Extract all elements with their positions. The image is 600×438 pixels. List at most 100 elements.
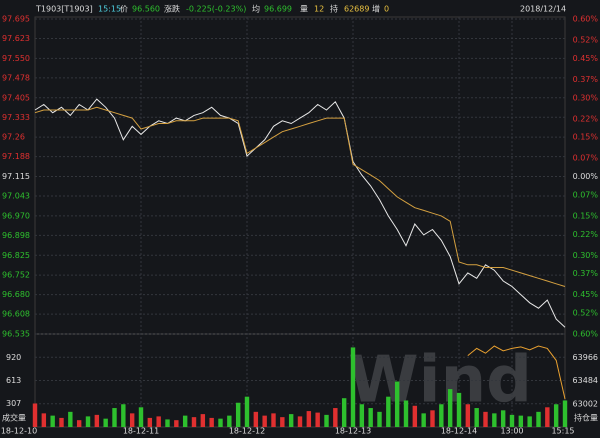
vol-label: 量: [300, 5, 308, 14]
volume-bar: [85, 416, 91, 427]
inc: 0: [384, 5, 389, 14]
y-tick-label: 307: [6, 399, 21, 408]
y-tick-label: 97.695: [2, 15, 30, 24]
volume-bar: [244, 396, 250, 427]
open-interest-line: [467, 345, 566, 400]
y2-tick-label: 0.45%: [573, 54, 599, 63]
volume-bar: [403, 400, 409, 427]
volume-bar: [483, 411, 488, 427]
volume-bar: [253, 411, 259, 427]
y2-tick-label: 0.00%: [573, 172, 599, 181]
date: 2018/12/14: [520, 5, 566, 14]
change: -0.225(-0.23%): [186, 5, 246, 14]
volume-bar: [156, 416, 161, 427]
volume-bar: [553, 404, 559, 427]
volume-bar: [147, 417, 153, 427]
volume-bar: [209, 417, 214, 427]
y-tick-label: 96.752: [2, 271, 30, 280]
volume-bar: [129, 413, 135, 427]
volume-bar: [41, 413, 47, 427]
volume-bar: [333, 408, 338, 427]
y-tick-label: 97.115: [2, 172, 30, 181]
y2-tick-label: 0.15%: [573, 133, 599, 142]
volume-bar: [465, 404, 471, 427]
volume-bar: [341, 398, 347, 427]
volume-bar: [271, 413, 276, 427]
volume-bar: [536, 411, 541, 427]
volume-bar: [306, 411, 312, 427]
x-tick-label: 18-12-10: [1, 427, 37, 436]
y2-tick-label: 0.30%: [573, 251, 599, 260]
volume-bar: [509, 414, 515, 427]
x-tick-label: 15:15: [551, 427, 574, 436]
y2-tick-label: 0.37%: [573, 269, 599, 278]
volume-bar: [165, 419, 170, 427]
volume-bar: [359, 404, 365, 427]
y2-tick-label: 0.52%: [573, 36, 599, 45]
y2-tick-label: 0.07%: [573, 190, 599, 199]
volume-bar: [112, 408, 117, 427]
y2-tick-label: 0.22%: [573, 114, 599, 123]
y-tick-label: 96.970: [2, 211, 30, 220]
volume-bar: [386, 396, 391, 427]
inc-label: 增: [372, 4, 380, 14]
header: T1903[T1903] 15:15 价 96.560 涨跌 -0.225(-0…: [35, 4, 566, 14]
volume-bar: [76, 420, 82, 427]
y-tick-label: 97.478: [2, 73, 30, 82]
y-tick-label: 96.680: [2, 290, 30, 299]
avg: 96.699: [264, 5, 292, 14]
y-tick-label: 97.333: [2, 113, 30, 122]
volume-bar: [32, 403, 38, 427]
oi-label: 持: [330, 4, 338, 14]
volume-bar: [262, 415, 267, 427]
volume-bar: [430, 410, 435, 427]
y2-tick-label: 0.22%: [573, 230, 599, 239]
volume-bar: [368, 408, 373, 427]
time: 15:15: [98, 5, 121, 14]
y2-tick-label: 0.30%: [573, 93, 599, 102]
y-tick-label: 96.608: [2, 310, 30, 319]
volume-bar: [456, 392, 462, 427]
volume-bar: [439, 404, 444, 427]
y2-tick-label: 63002: [573, 399, 598, 408]
y-tick-label: 97.623: [2, 34, 30, 43]
volume-bar: [492, 413, 497, 427]
volume-bar: [315, 412, 320, 427]
price-line: [34, 98, 566, 328]
y-axis-label: 成交量: [2, 413, 26, 423]
volume-bar: [324, 414, 329, 427]
volume-bar: [68, 411, 73, 427]
code: T1903[T1903]: [35, 5, 93, 14]
vol: 12: [314, 5, 324, 14]
volume-bar: [121, 404, 126, 427]
volume-bar: [288, 414, 294, 427]
volume-bar: [545, 407, 550, 427]
volume-bar: [138, 407, 144, 427]
x-tick-label: 18-12-11: [123, 427, 159, 436]
y2-tick-label: 0.15%: [573, 211, 599, 220]
y2-tick-label: 63484: [573, 376, 598, 385]
volume-bar: [280, 417, 285, 427]
y2-tick-label: 0.52%: [573, 309, 599, 318]
price: 96.560: [132, 5, 160, 14]
volume-bar: [191, 417, 197, 427]
volume-bar: [218, 418, 223, 427]
volume-bar: [59, 417, 64, 427]
volume-bar: [562, 400, 568, 427]
volume-bar: [421, 413, 426, 427]
volume-bar: [527, 416, 532, 427]
x-tick-label: 13:00: [500, 427, 523, 436]
y-tick-label: 97.405: [2, 93, 30, 102]
volume-bar: [227, 415, 232, 427]
volume-bar: [297, 416, 303, 427]
volume-bar: [518, 415, 524, 427]
y-tick-label: 96.898: [2, 231, 30, 240]
y-tick-label: 96.535: [2, 330, 30, 339]
y2-axis-label: 持仓量: [574, 413, 598, 423]
y2-tick-label: 0.45%: [573, 290, 599, 299]
volume-bar: [474, 408, 479, 427]
volume-bar: [447, 389, 453, 427]
volume-bar: [235, 402, 241, 427]
